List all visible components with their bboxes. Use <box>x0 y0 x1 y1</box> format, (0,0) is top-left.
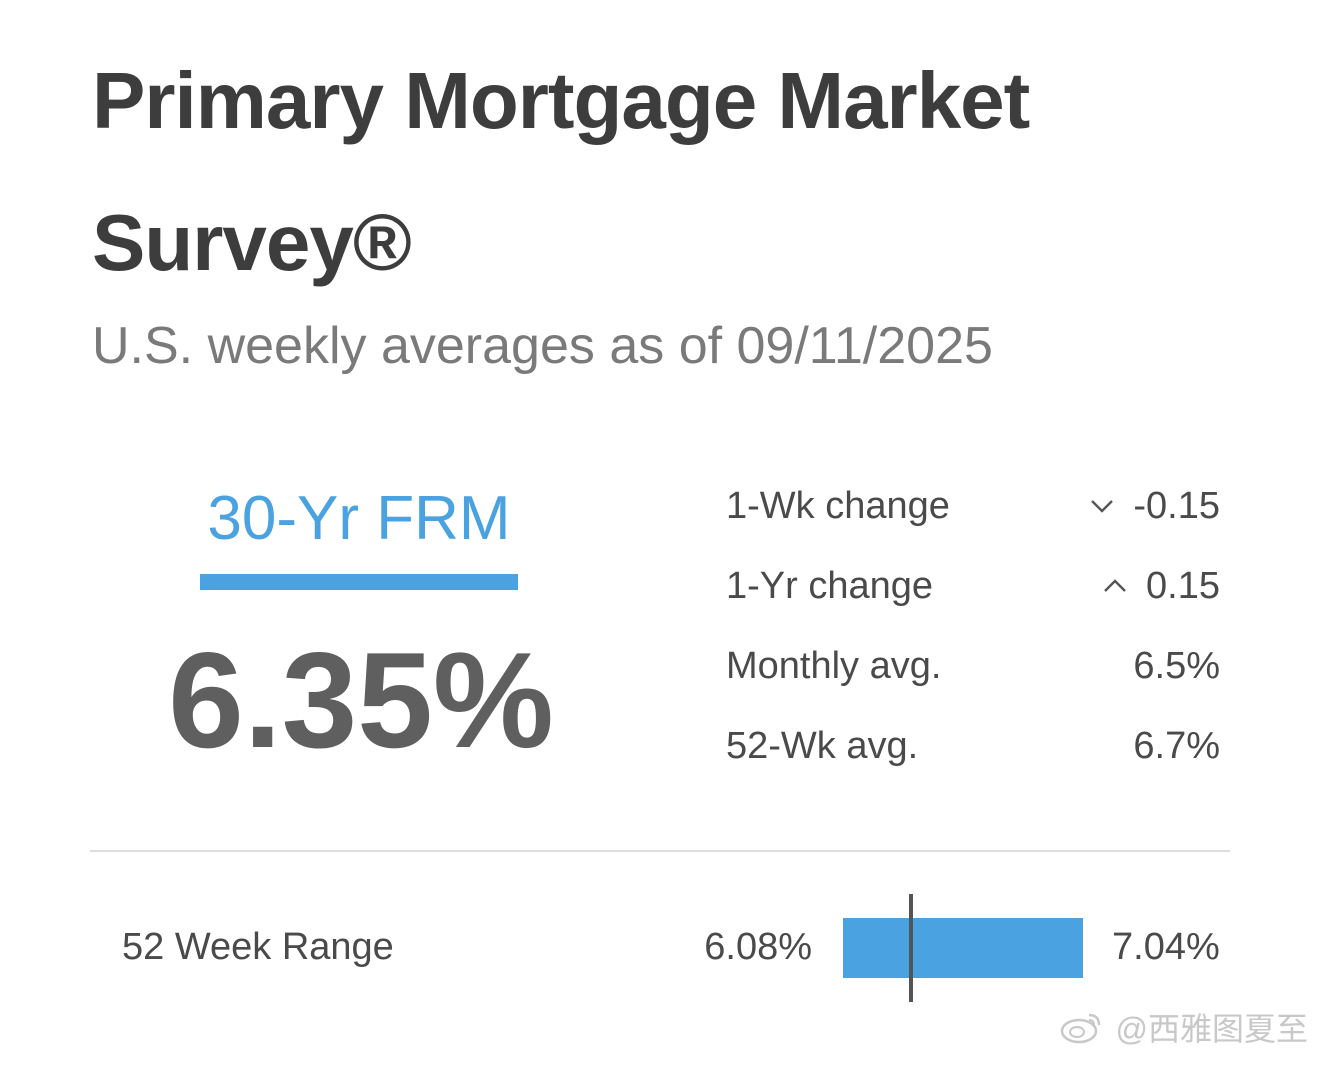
watermark: @西雅图夏至 <box>1059 1009 1308 1054</box>
tab-30-yr-frm[interactable]: 30-Yr FRM <box>200 480 518 592</box>
tab-label: 30-Yr FRM <box>207 484 511 553</box>
range-bar <box>843 894 1083 1002</box>
watermark-text: @西雅图夏至 <box>1115 1010 1309 1047</box>
stat-row-1-wk-change: 1-Wk change -0.15 <box>726 466 1220 546</box>
weibo-logo-icon <box>1059 1009 1103 1054</box>
stat-label: 52-Wk avg. <box>726 724 919 767</box>
stats-list: 1-Wk change -0.15 1-Yr change 0.15 Month… <box>726 466 1220 786</box>
page-subtitle: U.S. weekly averages as of 09/11/2025 <box>92 317 993 375</box>
range-label: 52 Week Range <box>122 926 394 968</box>
current-rate-value: 6.35% <box>168 624 554 776</box>
stat-value: -0.15 <box>1133 484 1220 527</box>
stat-label: 1-Wk change <box>726 484 950 527</box>
current-rate-marker <box>908 894 913 1002</box>
chevron-up-icon <box>1102 573 1128 599</box>
stat-row-monthly-avg: Monthly avg. 6.5% <box>726 626 1220 706</box>
chevron-down-icon <box>1089 493 1115 519</box>
page-title: Primary Mortgage Market Survey® <box>92 56 1030 287</box>
stat-value: 0.15 <box>1146 564 1220 607</box>
stat-label: Monthly avg. <box>726 644 942 687</box>
stat-row-1-yr-change: 1-Yr change 0.15 <box>726 546 1220 626</box>
range-low-value: 6.08% <box>704 926 812 968</box>
stat-value: 6.7% <box>1133 724 1220 767</box>
active-tab-indicator <box>200 574 518 590</box>
range-high-value: 7.04% <box>1112 926 1220 968</box>
stat-row-52-wk-avg: 52-Wk avg. 6.7% <box>726 706 1220 786</box>
stat-label: 1-Yr change <box>726 564 934 607</box>
section-divider <box>90 850 1230 852</box>
stat-value: 6.5% <box>1133 644 1220 687</box>
